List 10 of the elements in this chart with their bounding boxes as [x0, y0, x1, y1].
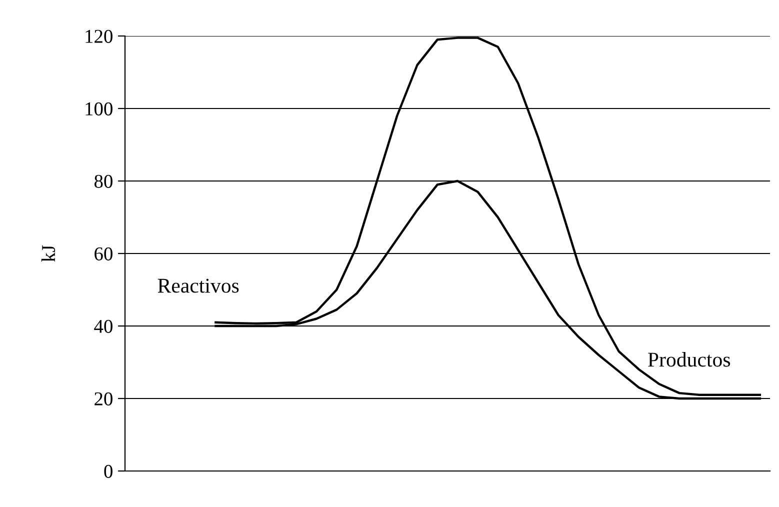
- y-axis-title: kJ: [41, 245, 56, 262]
- y-tick-label: 80: [94, 174, 112, 188]
- y-tick-label: 0: [104, 464, 112, 478]
- y-tick-label: 20: [94, 392, 112, 406]
- y-tick-label: 40: [94, 320, 112, 333]
- annotation: Productos: [648, 352, 730, 367]
- y-tick-label: 100: [86, 102, 112, 116]
- y-tick-label: 60: [94, 247, 112, 260]
- y-tick-label: 120: [86, 30, 112, 43]
- annotation: Reactivos: [158, 278, 239, 293]
